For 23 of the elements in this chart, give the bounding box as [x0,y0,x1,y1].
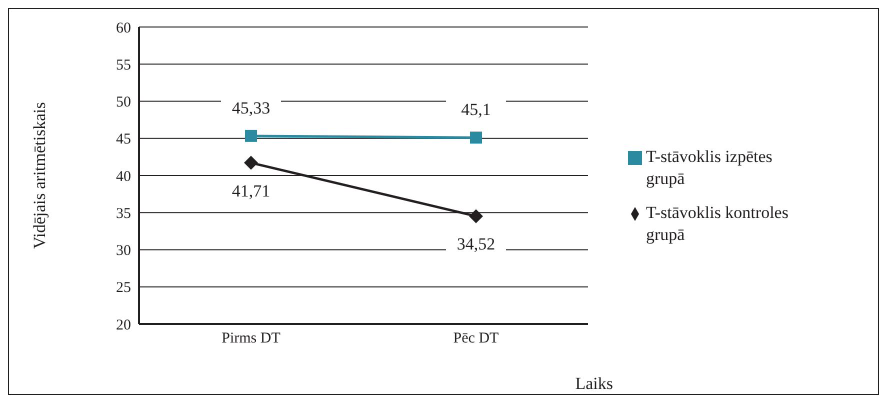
y-tick-label: 50 [116,94,131,111]
y-tick-label: 60 [116,20,131,36]
text: 45,33 [232,98,270,118]
x-tick-label: Pēc DT [453,330,499,347]
x-tick-label: Pirms DT [222,330,280,347]
y-tick-label: 30 [116,243,131,260]
point [245,130,257,142]
text: 41,71 [232,181,270,200]
text: 45,1 [461,100,491,120]
point [244,156,258,170]
point [470,132,482,144]
text: 34,52 [456,234,496,254]
y-tick-label: 35 [116,206,131,222]
y-tick-label: 40 [116,168,131,185]
point [469,209,483,224]
y-tick-label: 45 [116,132,131,148]
y-axis-title: Vidējais aritmētiskais [30,102,50,249]
x-axis-title: Laiks [575,374,613,393]
legend-label: T-stāvoklis kontroles grupā [646,202,790,246]
y-tick-label: 20 [116,317,131,334]
y-tick-label: 25 [116,280,131,296]
y-tick-label: 55 [116,57,131,74]
legend-label: T-stāvoklis izpētes grupā [646,146,774,190]
